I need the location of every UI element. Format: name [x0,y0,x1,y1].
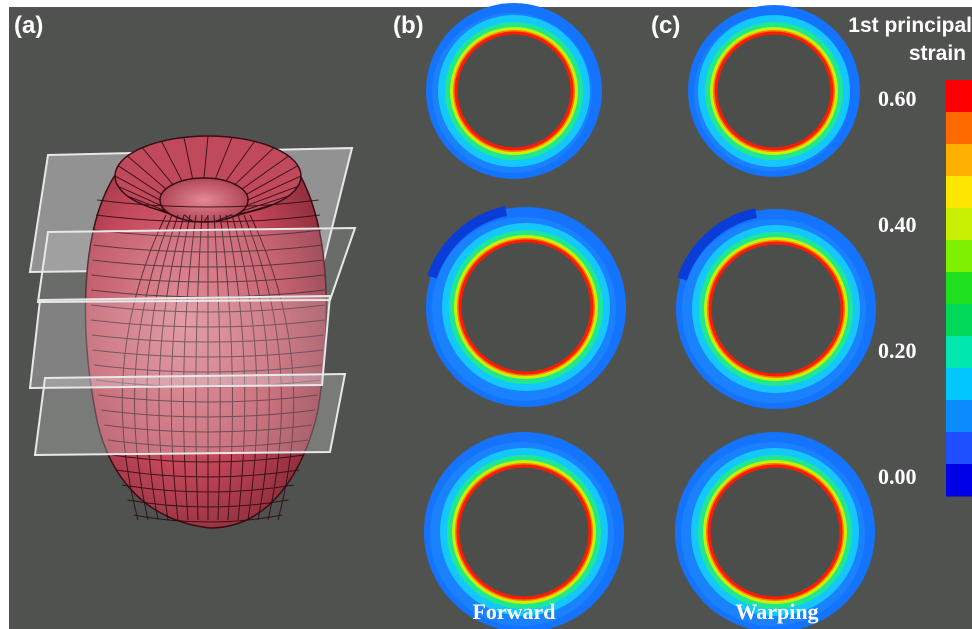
panel-label-c: (c) [651,12,680,39]
mesh-line [203,215,209,223]
mesh-line [219,214,233,521]
slice-plane-bottom [33,372,347,457]
mesh-line [246,165,299,195]
mesh-line [241,155,289,190]
mesh-line [127,155,167,190]
mesh-line [146,214,179,521]
strain-ring [426,3,602,179]
mesh-line [158,214,185,521]
colorbar-segment [946,400,972,433]
colorbar-segment [946,368,972,401]
ring-lumen-inner [462,243,590,371]
colorbar-tick-040: 0.40 [878,212,917,237]
ring-dark-edge [677,208,758,281]
ring-lumen-inner [458,35,570,147]
colorbar-segment [946,144,972,177]
colorbar-segment [946,432,972,465]
mesh-line [234,203,274,217]
strain-ring [676,208,876,409]
slice-plane-middle-upper [36,226,357,304]
mesh-line [127,195,167,212]
mesh-line [161,141,183,182]
colorbar-segment [946,304,972,337]
colorbar [946,80,972,497]
caption-warping: Warping [735,599,818,624]
mesh-line [117,185,162,207]
mesh-line [215,214,233,222]
colorbar-tick-060: 0.60 [878,86,917,111]
mesh-line [231,214,258,521]
mesh-line [249,214,295,521]
colorbar-segment [946,464,972,497]
colorbar-segment [946,80,972,113]
mesh-line [247,175,302,201]
strain-ring [424,432,624,629]
mesh-line [195,214,203,521]
mesh-line [121,214,167,521]
mesh-line [141,147,174,185]
mesh-line [142,203,174,217]
mesh-line [183,214,197,521]
colorbar-tick-020: 0.20 [878,338,917,363]
ring-lumen-inner [460,468,588,596]
ring-dark-edge [427,206,508,279]
mesh-line [246,185,299,207]
mesh-line [183,137,194,179]
caption-forward: Forward [472,599,555,624]
colorbar-segment [946,336,972,369]
mesh-line [225,210,255,220]
mesh-line [203,135,209,179]
mesh-line [241,195,289,212]
colorbar-tick-000: 0.00 [878,464,917,489]
mesh-line [117,165,162,195]
colorbar-segment [946,176,972,209]
panel-a-mesh [28,135,357,529]
mesh-line [183,214,193,222]
mesh-line [170,214,191,521]
mesh-grid [90,135,326,523]
colorbar-segment [946,240,972,273]
mesh-line [214,137,233,179]
mesh-line [114,175,161,201]
colorbar-segment [946,112,972,145]
mesh-line [225,214,246,521]
colorbar-segment [946,272,972,305]
strain-ring [675,432,875,629]
mesh-line [97,199,319,208]
mesh-line [243,214,282,521]
mesh-line [213,214,221,521]
mesh-line [133,514,283,523]
mesh-line [134,214,173,521]
ring-lumen-inner [718,35,830,147]
slice-plane-middle [28,294,332,390]
ring-lumen-inner [712,245,840,373]
colorbar-title-line2: strain [909,42,966,65]
strain-rings [424,3,876,629]
panel-label-a: (a) [14,12,43,39]
ring-lumen-inner [711,468,839,596]
panel-label-b: (b) [393,12,424,39]
colorbar-title-line1: 1st principal [848,14,972,37]
strain-ring [426,206,626,407]
mesh-line [225,141,255,182]
mesh-line [237,214,270,521]
mesh-line [234,147,275,185]
colorbar-segment [946,208,972,241]
strain-ring [688,5,860,177]
